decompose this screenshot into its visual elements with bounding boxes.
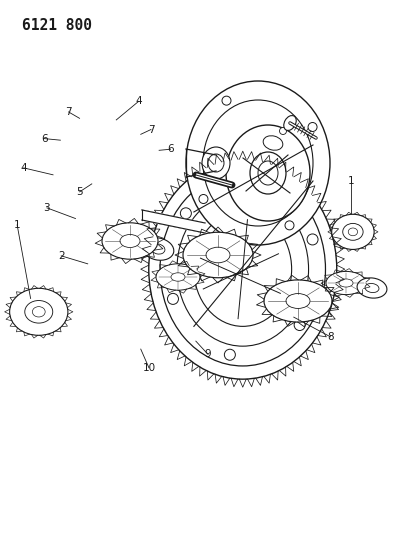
Text: 1: 1 xyxy=(348,176,354,186)
Text: 4: 4 xyxy=(20,163,27,173)
Ellipse shape xyxy=(32,306,45,317)
Circle shape xyxy=(279,127,286,134)
Text: 1: 1 xyxy=(14,220,20,230)
Text: 10: 10 xyxy=(142,363,155,373)
Circle shape xyxy=(307,234,318,245)
Ellipse shape xyxy=(208,154,224,172)
Ellipse shape xyxy=(10,288,68,335)
Ellipse shape xyxy=(264,280,332,322)
Circle shape xyxy=(222,96,231,105)
Text: 8: 8 xyxy=(327,332,334,342)
Ellipse shape xyxy=(339,279,353,287)
Ellipse shape xyxy=(263,136,283,150)
Text: 2: 2 xyxy=(58,251,64,261)
Ellipse shape xyxy=(25,301,53,323)
Text: 7: 7 xyxy=(148,125,154,134)
Ellipse shape xyxy=(160,172,326,366)
Ellipse shape xyxy=(348,228,357,236)
Circle shape xyxy=(285,221,294,230)
Text: 3: 3 xyxy=(44,203,50,213)
Ellipse shape xyxy=(206,247,230,263)
Circle shape xyxy=(308,123,317,132)
Ellipse shape xyxy=(284,116,296,131)
Ellipse shape xyxy=(258,161,278,185)
Ellipse shape xyxy=(151,244,165,254)
Ellipse shape xyxy=(171,273,185,281)
Ellipse shape xyxy=(357,278,387,298)
Text: 9: 9 xyxy=(205,350,211,359)
Circle shape xyxy=(294,319,305,330)
Text: 6: 6 xyxy=(41,134,47,143)
Ellipse shape xyxy=(183,232,253,278)
Ellipse shape xyxy=(365,284,379,293)
Ellipse shape xyxy=(250,152,286,194)
Ellipse shape xyxy=(142,238,174,260)
Ellipse shape xyxy=(186,81,330,245)
Ellipse shape xyxy=(226,125,310,221)
Text: 5: 5 xyxy=(76,187,83,197)
Ellipse shape xyxy=(326,271,366,295)
Circle shape xyxy=(167,293,178,304)
Ellipse shape xyxy=(102,223,158,259)
Ellipse shape xyxy=(332,214,374,249)
Ellipse shape xyxy=(203,100,313,226)
Circle shape xyxy=(250,178,261,189)
Ellipse shape xyxy=(120,235,140,247)
Circle shape xyxy=(224,349,235,360)
Circle shape xyxy=(180,208,191,219)
Ellipse shape xyxy=(177,192,308,346)
Ellipse shape xyxy=(202,147,230,179)
Polygon shape xyxy=(142,210,205,233)
Text: 4: 4 xyxy=(135,96,142,106)
Ellipse shape xyxy=(343,223,363,240)
Ellipse shape xyxy=(286,294,310,309)
Circle shape xyxy=(199,195,208,204)
Text: 6: 6 xyxy=(167,144,174,154)
Ellipse shape xyxy=(194,212,292,326)
Text: 7: 7 xyxy=(65,107,72,117)
Ellipse shape xyxy=(156,264,200,290)
Text: 6121 800: 6121 800 xyxy=(22,18,92,33)
